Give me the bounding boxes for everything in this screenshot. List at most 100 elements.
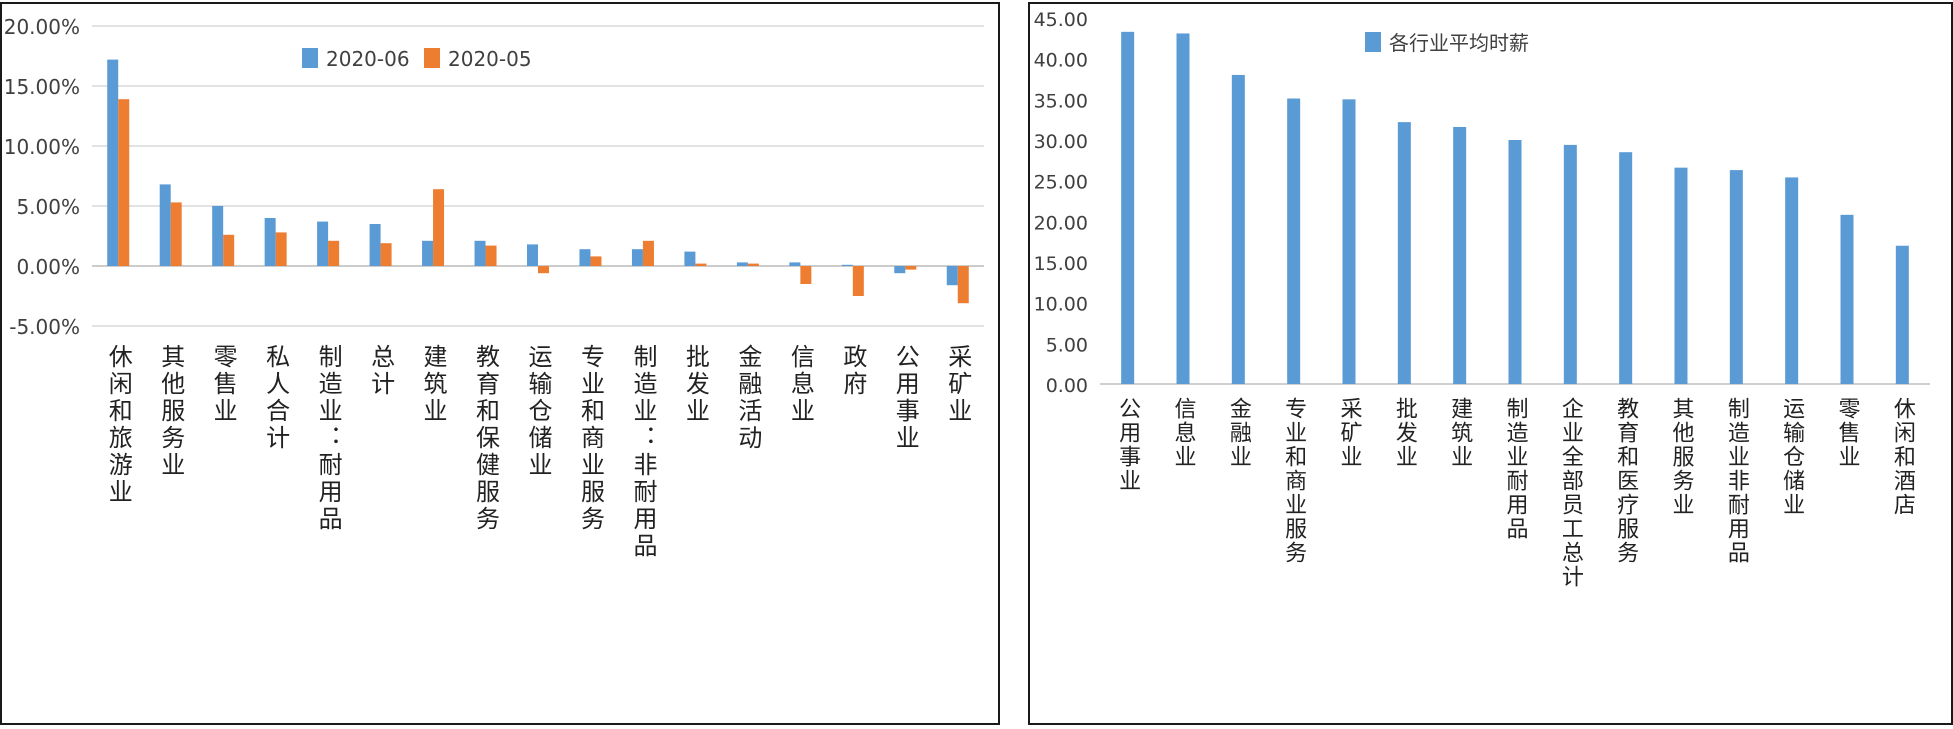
bar-series-1	[747, 263, 759, 266]
category-label: 休闲和旅游业	[104, 344, 132, 506]
category-label: 建筑业	[419, 344, 447, 425]
category-label: 制造业：耐用品	[314, 344, 342, 533]
category-label: 零售业	[209, 344, 237, 425]
bar-series-0	[527, 244, 538, 266]
category-label: 其他服务业	[157, 344, 185, 479]
bar-series-1	[223, 234, 235, 266]
bar-series-0	[579, 249, 591, 266]
category-label: 信息业	[1171, 397, 1197, 469]
category-label: 专业和商业服务	[576, 344, 604, 533]
y-tick-label: 35.00	[1034, 90, 1088, 112]
bar-series-0	[841, 264, 853, 266]
y-tick-label: 20.00	[1034, 212, 1088, 234]
bar-wage	[1287, 98, 1301, 385]
bar-series-1	[695, 263, 707, 266]
category-label: 企业全部员工总计	[1558, 397, 1584, 589]
bar-series-1	[800, 266, 812, 284]
category-label: 制造业：非耐用品	[629, 344, 657, 560]
category-label: 信息业	[786, 344, 814, 425]
bar-series-1	[170, 202, 182, 266]
category-label: 其他服务业	[1669, 397, 1695, 517]
category-label: 公用事业	[891, 344, 919, 452]
category-label: 建筑业	[1447, 397, 1473, 469]
bar-wage	[1563, 144, 1577, 384]
hourly-wage-chart: 45.00 40.00 35.00 30.00 25.00 20.00 15.00 10.00…	[1034, 9, 1930, 589]
category-label: 批发业	[1392, 397, 1418, 469]
category-label: 总计	[367, 344, 395, 398]
legend-swatch	[1365, 32, 1381, 52]
category-label: 零售业	[1835, 397, 1861, 469]
bar-series-1	[642, 240, 654, 266]
bar-series-0	[264, 218, 276, 266]
bar-series-0	[684, 251, 696, 266]
y-tick-label: 10.00%	[4, 135, 80, 159]
bar-series-0	[474, 240, 486, 266]
bar-wage	[1840, 214, 1854, 384]
bar-wage	[1674, 167, 1688, 384]
bar-wage	[1121, 31, 1135, 385]
category-label: 政府	[839, 344, 867, 398]
bar-series-0	[159, 184, 171, 266]
bar-series-0	[212, 206, 224, 266]
category-label: 私人合计	[262, 344, 290, 452]
bar-series-1	[275, 232, 287, 266]
bar-series-0	[894, 266, 906, 274]
category-label: 运输仓储业	[1779, 397, 1805, 517]
y-tick-label: 10.00	[1034, 294, 1088, 316]
bar-series-1	[433, 189, 445, 266]
y-tick-label: 0.00%	[16, 255, 80, 279]
employment-change-chart: 20.00% 15.00% 10.00% 5.00% 0.00% -5.00% 休闲和旅游业…	[4, 15, 984, 560]
bar-wage	[1397, 122, 1411, 385]
bar-wage	[1895, 245, 1909, 384]
category-label: 制造业非耐用品	[1724, 397, 1750, 565]
category-label: 金融业	[1226, 397, 1252, 469]
bar-series-0	[369, 224, 381, 266]
bar-wage	[1176, 33, 1190, 384]
category-label: 采矿业	[944, 344, 972, 425]
bar-series-0	[789, 262, 801, 266]
y-tick-label: 45.00	[1034, 9, 1088, 31]
legend-swatch	[302, 48, 318, 68]
y-tick-label: 25.00	[1034, 172, 1088, 194]
legend-label: 2020-06	[326, 47, 410, 71]
bar-series-1	[328, 240, 340, 266]
y-tick-label: 40.00	[1034, 50, 1088, 72]
category-label: 制造业耐用品	[1503, 397, 1529, 541]
bar-series-1	[590, 256, 602, 266]
bar-wage	[1231, 74, 1245, 384]
category-label: 批发业	[681, 344, 709, 425]
y-tick-label: 5.00	[1046, 334, 1088, 356]
bar-series-0	[317, 221, 329, 266]
legend-label: 2020-05	[448, 47, 532, 71]
bar-series-0	[107, 59, 119, 266]
bar-wage	[1453, 126, 1467, 384]
bar-series-0	[946, 266, 958, 286]
bar-wage	[1619, 152, 1633, 384]
y-tick-label: 15.00%	[4, 75, 80, 99]
category-label: 教育和医疗服务	[1613, 397, 1639, 565]
wage-chart-panel: 45.00 40.00 35.00 30.00 25.00 20.00 15.00 10.00…	[1028, 2, 1953, 725]
bar-wage	[1342, 99, 1356, 384]
bar-series-0	[422, 240, 434, 266]
bar-series-1	[538, 266, 549, 274]
category-label: 采矿业	[1337, 397, 1363, 469]
y-tick-label: 5.00%	[16, 195, 80, 219]
bar-series-0	[631, 249, 643, 266]
bar-series-1	[118, 99, 130, 266]
category-label: 公用事业	[1115, 397, 1141, 493]
y-tick-label: 20.00%	[4, 15, 80, 39]
bar-wage	[1508, 140, 1522, 384]
legend-label: 各行业平均时薪	[1389, 31, 1529, 55]
category-label: 教育和保健服务	[472, 344, 500, 533]
change-chart-panel: 20.00% 15.00% 10.00% 5.00% 0.00% -5.00% 休闲和旅游业…	[0, 2, 1000, 725]
category-label: 运输仓储业	[524, 344, 552, 479]
y-tick-label: -5.00%	[9, 315, 80, 339]
bar-series-0	[736, 262, 748, 266]
bar-series-1	[380, 243, 392, 266]
bar-series-1	[485, 245, 497, 266]
legend-swatch	[424, 48, 440, 68]
bar-wage	[1785, 177, 1799, 384]
category-label: 休闲和酒店	[1890, 397, 1916, 517]
bar-wage	[1729, 170, 1743, 384]
y-tick-label: 15.00	[1034, 253, 1088, 275]
